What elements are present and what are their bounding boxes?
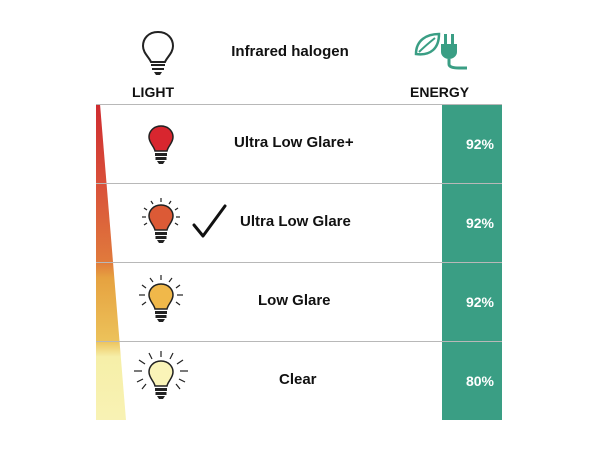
- leaf-plug-icon: [414, 32, 467, 70]
- row-divider: [96, 104, 502, 105]
- orange-bulb-icon: [142, 198, 180, 243]
- clear-bulb-icon: [134, 351, 188, 399]
- row-label: Ultra Low Glare: [240, 213, 351, 230]
- row-label: Low Glare: [258, 292, 331, 309]
- table-row: Ultra Low Glare 92%: [96, 183, 502, 262]
- energy-value: 92%: [465, 136, 494, 152]
- energy-value: 92%: [465, 215, 494, 231]
- table-row: Low Glare 92%: [96, 262, 502, 341]
- row-divider: [96, 262, 502, 263]
- page-title: Infrared halogen: [231, 43, 349, 60]
- amber-bulb-icon: [139, 275, 183, 322]
- lightbulb-outline-icon: [141, 30, 175, 75]
- row-label: Ultra Low Glare+: [234, 134, 354, 151]
- energy-value: 80%: [465, 373, 494, 389]
- light-column-label: LIGHT: [132, 84, 174, 100]
- energy-value: 92%: [465, 294, 494, 310]
- comparison-table: Ultra Low Glare+ 92%: [96, 104, 502, 420]
- checkmark-icon: [192, 204, 227, 238]
- row-divider: [96, 183, 502, 184]
- energy-column-label: ENERGY: [410, 84, 470, 100]
- red-bulb-icon: [148, 125, 174, 164]
- table-row: Clear 80%: [96, 341, 502, 420]
- row-divider: [96, 341, 502, 342]
- row-label: Clear: [279, 371, 317, 388]
- table-row: Ultra Low Glare+ 92%: [96, 104, 502, 183]
